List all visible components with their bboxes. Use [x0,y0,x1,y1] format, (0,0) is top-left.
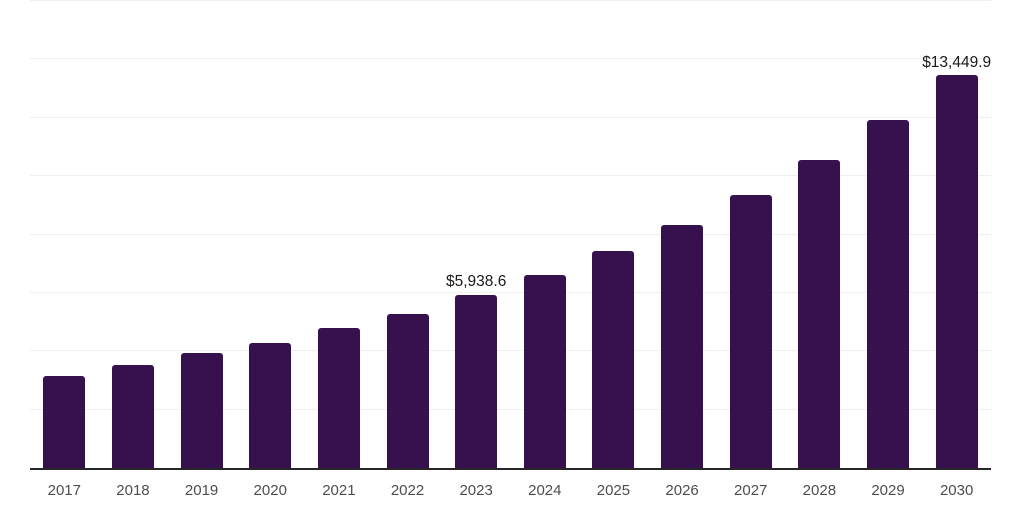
bar-2019[interactable] [180,352,223,468]
x-tick-2030: 2030 [939,482,974,499]
x-axis-tick-labels: 2017 2018 2019 2020 2021 2022 2023 2024 2025 2026… [30,479,991,503]
gridline-2000 [30,408,991,410]
x-tick-2018: 2018 [116,482,150,499]
data-label-2030: $13,449.9 [922,53,992,71]
bar-2020[interactable] [249,343,292,468]
bar-2021[interactable] [317,328,360,468]
bar-2017[interactable] [43,376,86,468]
bar-2018[interactable] [111,365,154,468]
gridline-14000 [30,58,991,60]
bar-2030[interactable] [935,75,978,468]
gridline-4000 [30,350,991,352]
bar-2025[interactable] [592,251,635,468]
bar-2022[interactable] [386,313,429,468]
gridline-12000 [30,116,991,118]
gridline-8000 [30,233,991,235]
x-tick-2028: 2028 [802,482,837,499]
bar-2029[interactable] [867,120,910,468]
bar-2024[interactable] [523,274,566,468]
x-tick-2024: 2024 [528,482,562,499]
x-tick-2029: 2029 [871,482,905,499]
x-tick-2017: 2017 [47,482,81,499]
bar-2027[interactable] [729,194,772,468]
x-tick-2023: 2023 [459,482,493,499]
x-tick-2019: 2019 [184,482,219,499]
x-tick-2026: 2026 [665,482,699,499]
bar-2026[interactable] [661,224,704,468]
x-tick-2021: 2021 [322,482,356,499]
bar-2023[interactable] [455,294,498,468]
x-tick-2020: 2020 [253,482,287,499]
gridline-10000 [30,175,991,177]
x-tick-2025: 2025 [596,482,631,499]
data-label-2023: $5,938.6 [446,273,507,291]
gridline-16000 [30,0,991,1]
x-tick-2022: 2022 [390,482,425,499]
gridline-6000 [30,291,991,293]
x-tick-2027: 2027 [734,482,768,499]
plot-area: $5,938.6 $13,449.9 [30,0,992,470]
bar-2028[interactable] [798,160,841,468]
